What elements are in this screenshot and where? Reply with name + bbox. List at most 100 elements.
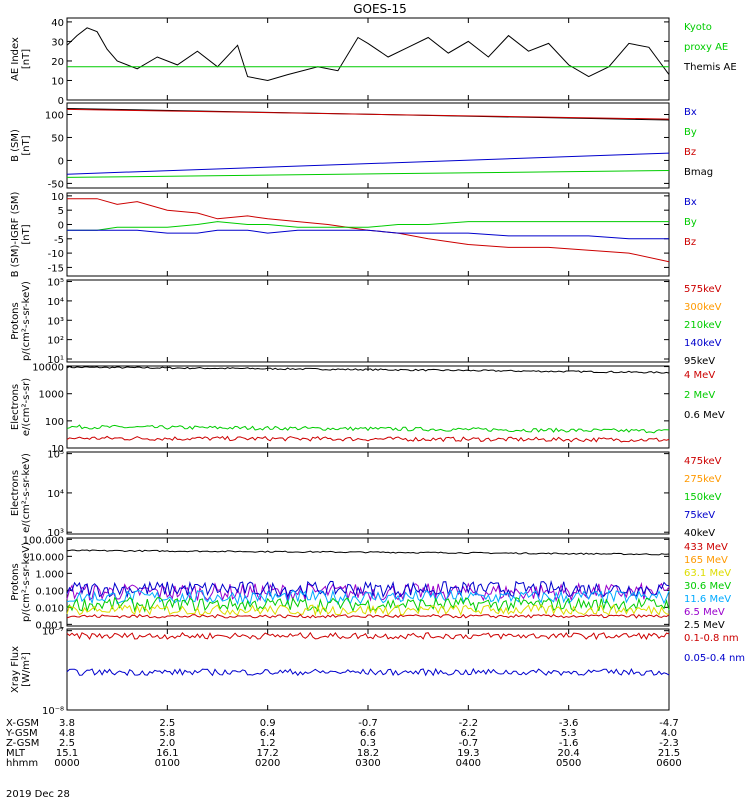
footer-row-label: Z-GSM — [6, 738, 39, 749]
footer-row-label: X-GSM — [6, 718, 39, 729]
legend-210kev: 210keV — [684, 320, 722, 331]
y-tick-label: -5 — [54, 235, 64, 246]
y-tick-label: 0.010 — [35, 603, 64, 614]
legend-433-mev: 433 MeV — [684, 542, 728, 553]
legend-themis-ae: Themis AE — [683, 62, 737, 73]
legend-proxy-ae: proxy AE — [684, 42, 728, 53]
panel-3: 10 5 0 -5 -10 -15 B (SM)-IGRF (SM) [nT] Bx By Bz — [10, 192, 697, 278]
y-axis-label: AE Index — [10, 37, 21, 81]
y-axis-label: Protons — [10, 302, 21, 339]
series-0-6-mev — [66, 365, 670, 374]
footer-row-label: MLT — [6, 748, 26, 759]
footer-value: 0000 — [54, 758, 79, 769]
y-tick-label: 50 — [51, 133, 64, 144]
footer-value: -1.6 — [559, 738, 579, 749]
series-bz — [66, 108, 670, 120]
legend-bx: Bx — [684, 107, 697, 118]
legend-30-6-mev: 30.6 MeV — [684, 581, 731, 592]
series-433-mev — [66, 613, 670, 619]
y-tick-label: 0.001 — [35, 620, 64, 631]
footer-value: 0200 — [255, 758, 280, 769]
y-tick-label: 10³ — [47, 316, 64, 327]
series-2-mev — [66, 424, 670, 434]
y-tick-label: 10³ — [47, 528, 64, 539]
footer-value: 0300 — [355, 758, 380, 769]
y-tick-label: -50 — [48, 179, 64, 190]
y-axis-label: e/(cm²-s-sr-keV) — [21, 453, 32, 533]
y-axis-label: [nT] — [21, 224, 32, 244]
footer-value: 2.0 — [159, 738, 175, 749]
y-axis-label: p/(cm²-s-sr-keV) — [21, 542, 32, 622]
y-axis-label: B (SM) — [10, 129, 21, 162]
y-tick-label: 10⁴ — [47, 297, 64, 308]
y-tick-label: 10⁴ — [47, 489, 64, 500]
footer-value: 18.2 — [357, 748, 379, 759]
footer-value: 2.5 — [159, 718, 175, 729]
y-tick-label: 30 — [51, 37, 64, 48]
footer-value: 2.5 — [59, 738, 75, 749]
panel-8: 10⁻⁷ 10⁻⁸ Xray Flux [W/m²] 0.1-0.8 nm 0.05-0.… — [10, 627, 745, 717]
series-11-6-mev — [66, 579, 670, 599]
legend-475kev: 475keV — [684, 456, 722, 467]
series-bz — [67, 198, 670, 263]
legend-2-5-mev: 2.5 MeV — [684, 620, 725, 631]
y-tick-label: 10 — [51, 444, 64, 455]
series-bx — [66, 152, 670, 175]
legend-575kev: 575keV — [684, 284, 722, 295]
series-2-5-mev — [66, 549, 670, 556]
y-tick-label: 10⁻⁷ — [42, 627, 64, 638]
legend-bx: Bx — [684, 197, 697, 208]
y-tick-label: 10⁵ — [47, 278, 64, 289]
footer-value: 3.8 — [59, 718, 75, 729]
footer-value: -2.3 — [659, 738, 679, 749]
series-by — [67, 221, 669, 231]
series-0-05-0-4-nm — [66, 667, 670, 677]
y-tick-label: 100 — [45, 417, 64, 428]
legend-63-1-mev: 63.1 MeV — [684, 568, 731, 579]
footer-value: 0400 — [456, 758, 481, 769]
y-tick-label: 1.000 — [35, 569, 64, 580]
legend-bz: Bz — [684, 147, 696, 158]
panel-1: 40 30 20 10 0 AE Index [nT] Kyoto proxy AE Themis… — [10, 17, 737, 107]
y-tick-label: 0 — [58, 156, 64, 167]
legend-bz: Bz — [684, 237, 696, 248]
footer-value: 4.0 — [661, 728, 677, 739]
legend-by: By — [684, 217, 697, 228]
y-tick-label: 10⁻⁸ — [42, 706, 64, 717]
y-tick-label: 5 — [58, 206, 64, 217]
series-by — [66, 170, 670, 178]
legend-kyoto: Kyoto — [684, 22, 712, 33]
y-tick-label: 40 — [51, 18, 64, 29]
footer-value: -3.6 — [559, 718, 579, 729]
legend-150kev: 150keV — [684, 492, 722, 503]
legend-bmag: Bmag — [684, 167, 713, 178]
footer-value: 15.1 — [56, 748, 78, 759]
footer-value: 0.9 — [260, 718, 276, 729]
y-tick-label: 10⁵ — [47, 450, 64, 461]
footer-row-label: Y-GSM — [5, 728, 38, 739]
panel-6: 10⁵ 10⁴ 10³ Electrons e/(cm²-s-sr-keV) 475keV… — [10, 450, 722, 540]
panel-2: 100 50 0 -50 B (SM) [nT] Bx By Bz Bmag — [10, 102, 713, 190]
footer-value: 6.2 — [460, 728, 476, 739]
footer-value: 5.3 — [561, 728, 577, 739]
y-tick-label: 0.100 — [35, 586, 64, 597]
legend-11-6-mev: 11.6 MeV — [684, 594, 731, 605]
legend-2-mev: 2 MeV — [684, 390, 715, 401]
y-tick-label: 10.000 — [29, 552, 64, 563]
y-axis-label: Electrons — [10, 470, 21, 516]
legend-6-5-mev: 6.5 MeV — [684, 607, 725, 618]
y-tick-label: -15 — [48, 263, 64, 274]
y-axis-label: Xray Flux — [10, 646, 21, 693]
series-30-6-mev — [66, 588, 670, 606]
date-label: 2019 Dec 28 — [6, 789, 70, 800]
panel-frame — [66, 628, 670, 711]
y-tick-label: 10000 — [32, 363, 64, 374]
footer-value: 19.3 — [457, 748, 479, 759]
series-63-1-mev — [66, 596, 670, 613]
footer-value: 17.2 — [257, 748, 279, 759]
footer-value: 4.8 — [59, 728, 75, 739]
legend-4-mev: 4 MeV — [684, 370, 715, 381]
footer-value: 5.8 — [159, 728, 175, 739]
